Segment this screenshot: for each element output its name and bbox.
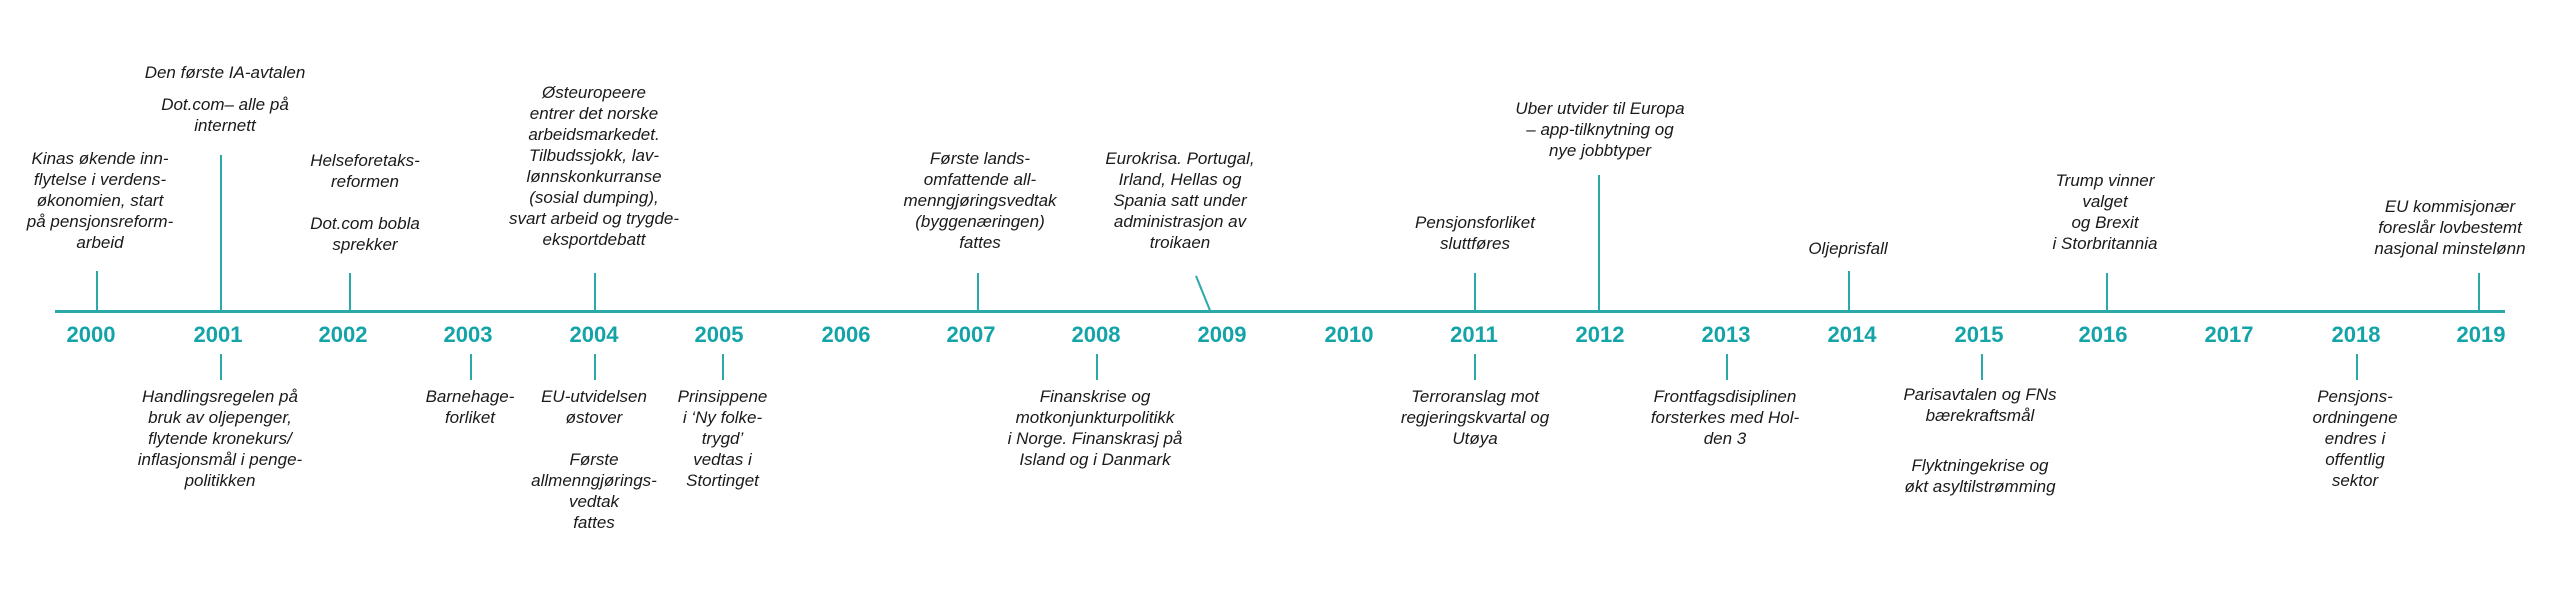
event-above-2009: Eurokrisa. Portugal, Irland, Hellas og S… — [1105, 149, 1255, 252]
year-label-2009: 2009 — [1197, 322, 1247, 347]
year-label-2017: 2017 — [2204, 322, 2254, 347]
event-below-2008: Finanskrise og motkonjunkturpolitikk i N… — [1007, 387, 1183, 469]
event-below-2005: Prinsippene i ‘Ny folke- trygd’ vedtas i… — [677, 387, 768, 490]
event-above-2002-helse: Helseforetaks- reformen — [310, 151, 420, 191]
event-below-2004-eu: EU-utvidelsen østover — [541, 387, 647, 427]
tick-above-2011 — [1474, 273, 1476, 311]
year-label-2006: 2006 — [821, 322, 871, 347]
event-above-2011: Pensjonsforliket sluttføres — [1414, 213, 1535, 253]
event-above-2001-ia: Den første IA-avtalen — [144, 63, 306, 82]
year-label-2019: 2019 — [2456, 322, 2506, 347]
year-label-2010: 2010 — [1324, 322, 1374, 347]
year-label-2002: 2002 — [318, 322, 368, 347]
event-below-2015-paris: Parisavtalen og FNs bærekraftsmål — [1903, 385, 2057, 425]
event-above-2007: Første lands- omfattende all- menngjørin… — [903, 149, 1057, 252]
event-above-2012: Uber utvider til Europa – app-tilknytnin… — [1515, 99, 1685, 160]
year-label-2013: 2013 — [1701, 322, 1751, 347]
event-below-2004-allmenn: Første allmenngjørings- vedtak fattes — [531, 450, 657, 532]
tick-slanted-2009 — [1195, 275, 1212, 314]
tick-above-2004 — [594, 273, 596, 311]
tick-above-2014 — [1848, 271, 1850, 311]
tick-above-2012 — [1598, 175, 1600, 311]
tick-above-2016 — [2106, 273, 2108, 311]
tick-below-2003 — [470, 354, 472, 380]
tick-above-2000 — [96, 271, 98, 311]
tick-below-2015 — [1981, 354, 1983, 380]
year-label-2015: 2015 — [1954, 322, 2004, 347]
year-label-2018: 2018 — [2331, 322, 2381, 347]
event-above-2001-dotcom: Dot.com– alle på internett — [161, 95, 289, 135]
tick-below-2004 — [594, 354, 596, 380]
event-below-2015-flykt: Flyktningekrise og økt asyltilstrømming — [1904, 456, 2056, 496]
tick-below-2001 — [220, 354, 222, 380]
year-label-2003: 2003 — [443, 322, 493, 347]
event-below-2001: Handlingsregelen på bruk av oljepenger, … — [137, 387, 303, 490]
year-label-2014: 2014 — [1827, 322, 1877, 347]
event-above-2019: EU kommisjonær foreslår lovbestemt nasjo… — [2374, 197, 2526, 258]
tick-above-2001 — [220, 155, 222, 311]
year-label-2011: 2011 — [1450, 322, 1498, 347]
tick-below-2013 — [1726, 354, 1728, 380]
tick-above-2002 — [349, 273, 351, 311]
year-label-2008: 2008 — [1071, 322, 1121, 347]
year-label-2007: 2007 — [946, 322, 996, 347]
year-label-2004: 2004 — [569, 322, 619, 347]
year-label-2012: 2012 — [1575, 322, 1625, 347]
tick-below-2008 — [1096, 354, 1098, 380]
event-below-2003: Barnehage- forliket — [425, 387, 515, 427]
event-above-2016: Trump vinner valget og Brexit i Storbrit… — [2052, 171, 2158, 253]
year-label-2001: 2001 — [193, 322, 243, 347]
event-below-2018: Pensjons- ordningene endres i offentlig … — [2312, 387, 2398, 490]
event-above-2004: Østeuropeere entrer det norske arbeidsma… — [508, 83, 680, 249]
year-label-2005: 2005 — [694, 322, 744, 347]
event-above-2002-bobla: Dot.com bobla sprekker — [310, 214, 420, 254]
tick-above-2007 — [977, 273, 979, 311]
tick-below-2011 — [1474, 354, 1476, 380]
event-below-2013: Frontfagsdisiplinen forsterkes med Hol- … — [1650, 387, 1800, 448]
tick-below-2018 — [2356, 354, 2358, 380]
year-label-2000: 2000 — [66, 322, 116, 347]
event-above-2014: Oljeprisfall — [1808, 239, 1888, 258]
tick-above-2019 — [2478, 273, 2480, 311]
tick-below-2005 — [722, 354, 724, 380]
year-label-2016: 2016 — [2078, 322, 2128, 347]
timeline-axis — [55, 310, 2505, 313]
event-above-2000: Kinas økende inn- flytelse i verdens- øk… — [26, 149, 174, 252]
event-below-2011: Terroranslag mot regjeringskvartal og Ut… — [1400, 387, 1550, 448]
